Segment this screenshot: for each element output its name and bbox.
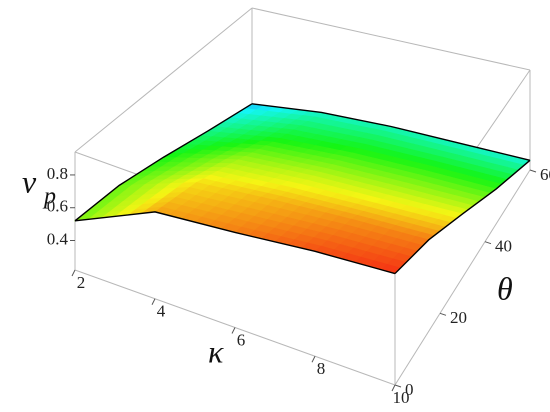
z-axis-label-subscript: p (42, 184, 56, 210)
x-tick-label: 4 (157, 302, 166, 321)
x-tick-label: 8 (317, 359, 326, 378)
box-edge (394, 169, 531, 386)
box-edge (251, 7, 531, 71)
y-tick (394, 384, 402, 388)
z-tick-label: 0.6 (47, 197, 68, 216)
surface-front-edge (74, 211, 396, 275)
surface-right-edge (394, 159, 531, 275)
y-tick (529, 169, 537, 173)
x-tick (71, 269, 76, 277)
surface-back-edge (251, 103, 531, 161)
x-tick-label: 2 (77, 273, 86, 292)
y-tick-label: 60 (540, 165, 550, 184)
y-tick (439, 312, 447, 316)
x-tick (151, 298, 156, 305)
box-edge (74, 7, 253, 153)
x-tick (311, 356, 316, 363)
y-tick-label: 40 (495, 237, 512, 256)
y-tick-label: 0 (405, 380, 414, 399)
z-tick-label: 0.8 (47, 164, 68, 183)
x-tick (231, 327, 236, 334)
x-tick-label: 10 (393, 388, 410, 407)
z-tick-label: 0.4 (47, 229, 69, 248)
z-axis-label: v (22, 163, 37, 199)
x-axis-label: κ (208, 333, 224, 369)
x-tick-label: 6 (237, 330, 246, 349)
y-axis-label: θ (497, 270, 513, 306)
x-tick (391, 384, 396, 392)
y-tick-label: 20 (450, 308, 467, 327)
surface-left-edge (74, 103, 253, 222)
y-tick (484, 241, 492, 245)
